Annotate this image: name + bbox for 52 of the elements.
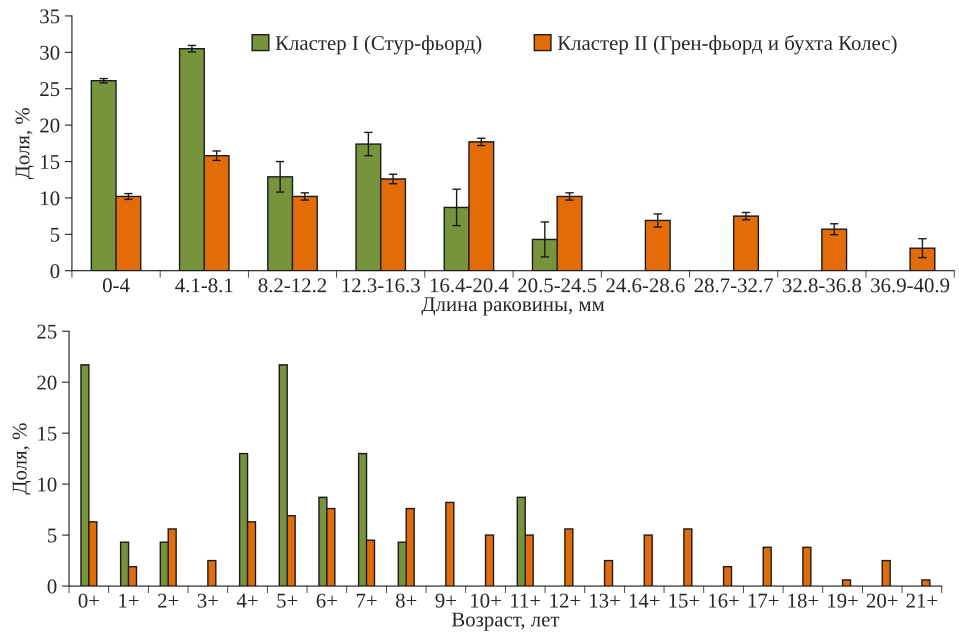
y-tick-label: 5 (50, 228, 60, 242)
y-tick-label: 10 (38, 477, 56, 492)
x-tick-label: 12.3-16.3 (342, 278, 420, 292)
y-tick-label: 15 (41, 155, 60, 169)
x-tick-label: 17+ (748, 594, 779, 608)
x-tick-label: 18+ (788, 594, 818, 608)
x-tick-label: 4.1-8.1 (175, 278, 233, 292)
y-axis-title: Доля, % (15, 108, 34, 180)
x-tick-label: 10+ (471, 594, 501, 608)
x-tick-label: 7+ (356, 594, 377, 608)
y-tick-label: 35 (40, 9, 60, 24)
x-tick-label: 14+ (630, 594, 660, 608)
x-tick-label: 8+ (396, 594, 416, 608)
x-tick-label: 36.9-40.9 (871, 278, 950, 292)
x-tick-label: 20+ (866, 594, 898, 608)
x-tick-label: 16.4-20.4 (430, 278, 509, 292)
x-tick-label: 3+ (198, 594, 218, 608)
x-tick-label: 15+ (669, 594, 700, 608)
y-tick-label: 30 (40, 46, 60, 60)
x-tick-label: 8.2-12.2 (258, 278, 326, 292)
x-tick-label: 24.6-28.6 (606, 278, 685, 292)
x-tick-label: 4+ (236, 594, 258, 608)
x-tick-label: 19+ (828, 594, 858, 608)
x-tick-label: 2+ (158, 594, 178, 608)
legend-label: Кластер I (Стур-фьорд) (276, 35, 482, 54)
y-tick-label: 15 (38, 426, 56, 441)
y-axis-title: Доля, % (12, 423, 31, 495)
y-tick-label: 20 (37, 376, 56, 390)
legend-label: Кластер II (Грен-фьорд и бухта Колес) (558, 34, 897, 54)
x-tick-label: 20.5-24.5 (518, 278, 596, 292)
y-tick-label: 0 (50, 264, 60, 278)
y-tick-label: 25 (40, 82, 60, 96)
x-tick-label: 5+ (277, 594, 298, 608)
x-tick-label: 6+ (316, 594, 337, 608)
x-tick-label: 0-4 (102, 278, 130, 292)
x-tick-label: 21+ (906, 594, 938, 608)
x-tick-label: 13+ (590, 594, 620, 608)
x-tick-label: 28.7-32.7 (694, 278, 773, 292)
x-tick-label: 11+ (511, 594, 540, 608)
y-tick-label: 25 (37, 324, 56, 339)
x-tick-label: 1+ (119, 594, 139, 608)
y-tick-label: 20 (40, 118, 60, 133)
x-axis-title: Длина раковины, мм (422, 297, 604, 316)
y-tick-label: 5 (48, 528, 56, 543)
x-tick-label: 12+ (550, 594, 580, 608)
y-tick-label: 0 (48, 579, 56, 594)
x-tick-label: 16+ (709, 594, 739, 608)
x-tick-label: 0+ (78, 594, 99, 608)
y-tick-label: 10 (41, 191, 60, 206)
x-tick-label: 32.8-36.8 (782, 278, 861, 292)
x-axis-title: Возраст, лет (452, 612, 560, 631)
x-tick-label: 9+ (435, 594, 456, 608)
